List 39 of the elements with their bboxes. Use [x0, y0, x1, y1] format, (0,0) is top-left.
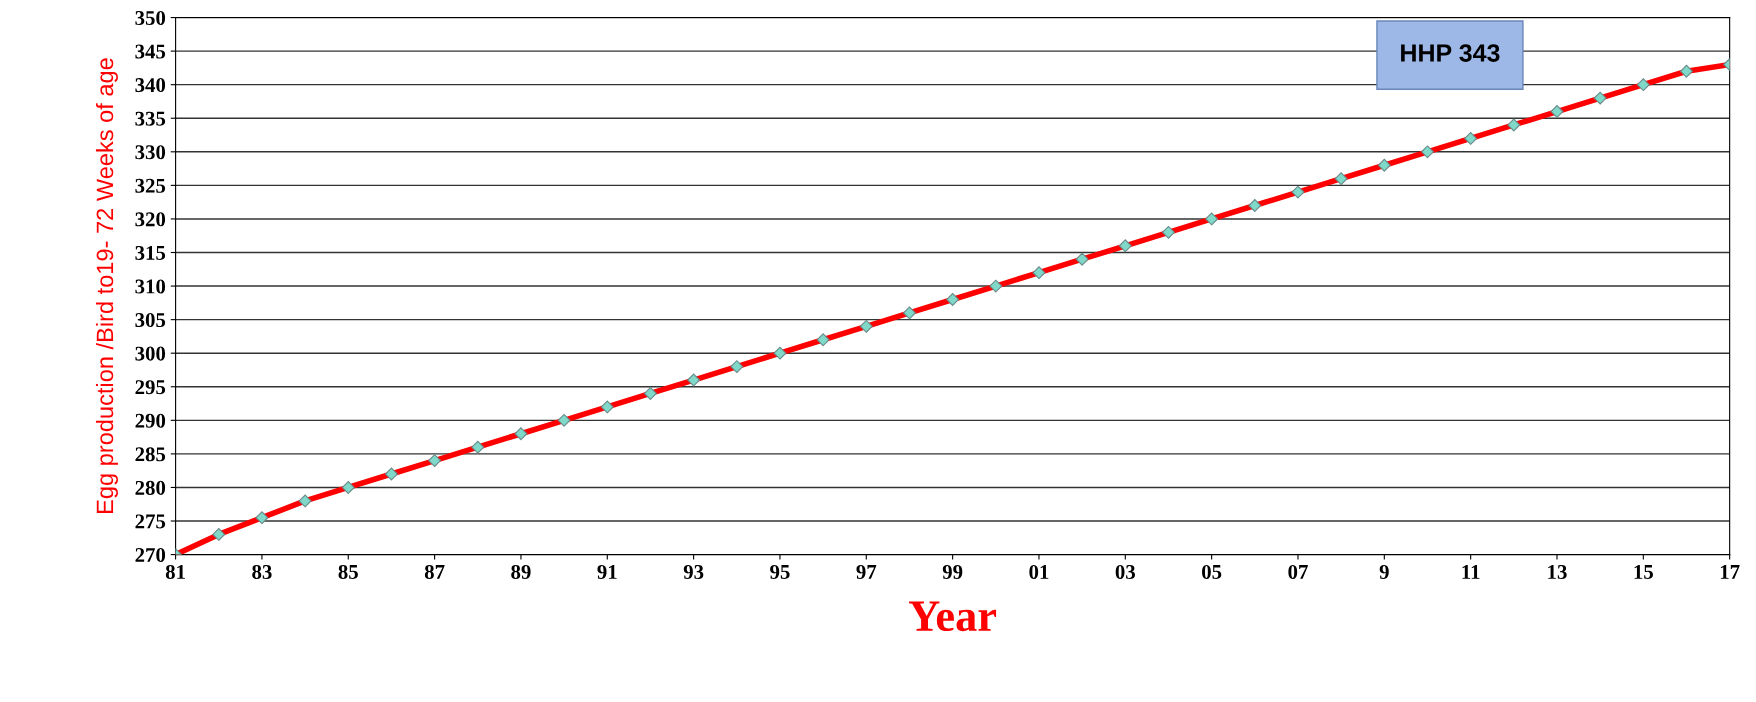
x-tick-label: 13	[1548, 564, 1567, 579]
x-tick-label: 07	[1288, 564, 1308, 579]
x-tick-label: 99	[942, 564, 963, 579]
x-tick-label: 93	[683, 564, 704, 579]
x-tick-label: 9	[1379, 564, 1389, 579]
x-tick-label: 17	[1720, 565, 1740, 579]
y-tick-label: 320	[135, 212, 166, 227]
y-axis-title: Egg production /Bird to19- 72 Weeks of age	[95, 58, 118, 513]
x-tick-label: 97	[856, 564, 877, 579]
x-tick-label: 15	[1634, 565, 1653, 579]
x-tick-label: 89	[511, 564, 531, 579]
x-tick-label: 11	[1462, 565, 1480, 579]
x-tick-label: 95	[770, 564, 790, 579]
x-tick-label: 03	[1115, 564, 1136, 579]
y-tick-label: 295	[135, 380, 166, 395]
y-tick-label: 275	[135, 514, 166, 529]
x-tick-label: 83	[252, 564, 272, 579]
y-tick-label: 270	[135, 547, 166, 563]
y-tick-label: 340	[135, 78, 166, 93]
x-tick-label: 91	[597, 564, 617, 579]
y-tick-label: 285	[135, 447, 166, 462]
x-tick-label: 87	[424, 564, 445, 579]
x-tick-label: 05	[1202, 564, 1222, 579]
annotation: HHP 343	[1401, 44, 1500, 62]
y-tick-label: 350	[135, 10, 166, 25]
y-tick-label: 335	[135, 111, 166, 126]
y-tick-label: 280	[135, 480, 166, 495]
y-tick-label: 300	[135, 346, 166, 361]
y-tick-label: 345	[135, 44, 166, 59]
x-tick-label: 85	[338, 564, 358, 579]
y-tick-label: 315	[135, 245, 166, 260]
y-tick-label: 305	[135, 313, 166, 328]
x-tick-label: 01	[1029, 564, 1049, 579]
y-tick-label: 325	[135, 178, 166, 193]
x-tick-label: 81	[165, 564, 185, 579]
y-tick-label: 330	[135, 145, 166, 160]
y-tick-label: 310	[135, 279, 166, 294]
y-tick-label: 290	[135, 413, 166, 428]
x-axis-title: Year	[909, 601, 997, 632]
